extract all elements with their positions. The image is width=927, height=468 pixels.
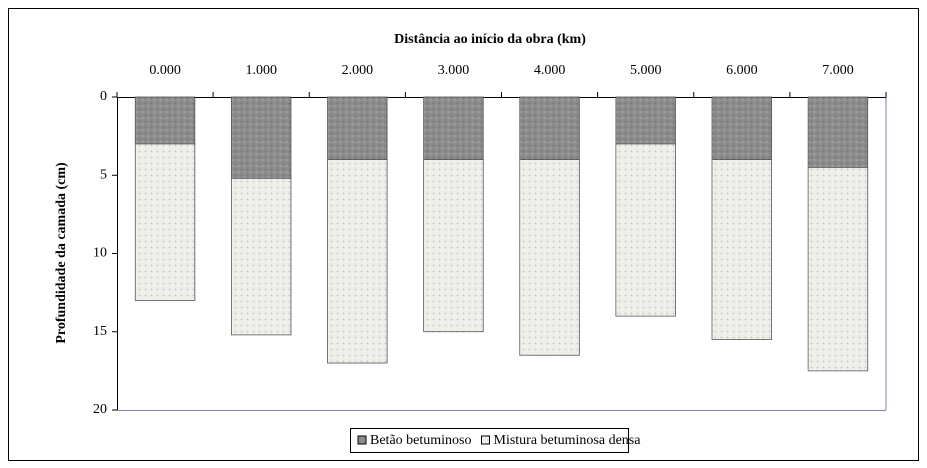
chart-title: Distância ao início da obra (km) [394, 32, 586, 47]
bar-texture [808, 167, 868, 371]
bar-texture [327, 159, 388, 364]
bar-texture [135, 97, 195, 144]
legend-label: Betão betuminoso [370, 433, 472, 448]
bar-texture [808, 97, 868, 168]
bar-texture [423, 159, 484, 332]
bar-texture [615, 143, 676, 317]
y-tick-label: 15 [93, 324, 107, 339]
x-tick-label: 1.000 [245, 63, 277, 78]
x-tick-label: 6.000 [726, 63, 758, 78]
bar-texture [615, 97, 676, 144]
x-tick-label: 2.000 [342, 63, 374, 78]
y-tick-label: 0 [100, 89, 107, 104]
bar-texture [712, 97, 772, 160]
y-tick-label: 20 [93, 402, 107, 417]
bar-texture [135, 143, 195, 301]
bar-texture [327, 97, 388, 160]
bar-texture [423, 97, 484, 160]
y-axis-label: Profundidade da camada (cm) [54, 162, 69, 344]
bar-texture [519, 159, 580, 356]
legend-label: Mistura betuminosa densa [494, 433, 642, 448]
legend-swatch [481, 435, 490, 445]
x-tick-label: 5.000 [630, 63, 662, 78]
y-tick-label: 10 [93, 246, 107, 261]
bar-texture [519, 97, 580, 160]
x-tick-label: 3.000 [438, 63, 470, 78]
x-tick-label: 7.000 [822, 63, 854, 78]
y-tick-label: 5 [100, 167, 107, 182]
legend-swatch [357, 435, 367, 445]
bar-texture [231, 178, 291, 335]
bar-texture [712, 159, 772, 340]
x-tick-label: 0.000 [149, 63, 181, 78]
bar-texture [231, 97, 291, 179]
x-tick-label: 4.000 [534, 63, 566, 78]
